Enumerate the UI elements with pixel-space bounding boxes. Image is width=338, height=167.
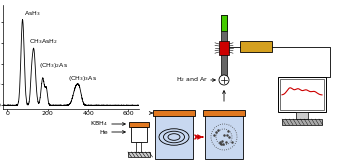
Text: He: He — [99, 129, 108, 134]
Bar — [219, 41, 229, 55]
Bar — [136, 142, 141, 152]
Bar — [205, 112, 243, 159]
Text: (CH$_3$)$_2$As: (CH$_3$)$_2$As — [39, 61, 68, 70]
Bar — [153, 110, 195, 116]
Text: (CH$_3$)$_3$As: (CH$_3$)$_3$As — [68, 74, 97, 84]
Bar — [240, 41, 272, 52]
Bar — [129, 122, 149, 127]
Bar — [221, 15, 227, 75]
Text: CH$_3$AsH$_2$: CH$_3$AsH$_2$ — [29, 37, 58, 46]
Bar — [221, 15, 227, 31]
Circle shape — [219, 75, 229, 85]
Bar — [282, 119, 322, 125]
Bar — [280, 79, 324, 110]
Text: AsH$_3$: AsH$_3$ — [24, 9, 40, 18]
Bar — [203, 110, 245, 116]
Text: H$_2$ and Ar: H$_2$ and Ar — [176, 75, 208, 85]
Text: KBH$_4$: KBH$_4$ — [90, 120, 108, 128]
Bar — [278, 77, 326, 112]
Bar — [131, 127, 147, 142]
Bar — [155, 112, 193, 159]
Bar — [128, 152, 150, 157]
Bar — [296, 112, 308, 119]
